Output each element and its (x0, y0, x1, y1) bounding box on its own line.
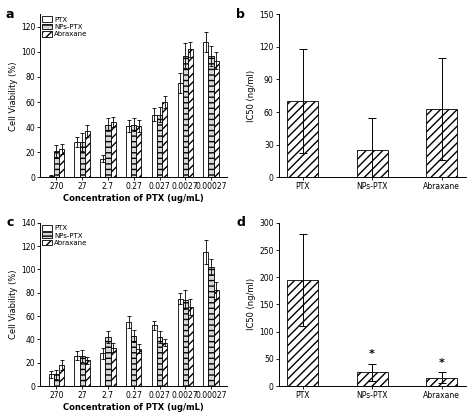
Bar (126, 322, 131, 386)
Bar (152, 115, 157, 177)
Bar (85, 131, 90, 177)
Bar (203, 42, 209, 177)
Y-axis label: Cell Viability (%): Cell Viability (%) (9, 61, 18, 131)
Legend: PTX, NPs-PTX, Abraxane: PTX, NPs-PTX, Abraxane (42, 224, 88, 247)
Text: c: c (7, 216, 14, 229)
Bar (209, 267, 214, 386)
Text: b: b (236, 8, 245, 21)
Bar (100, 159, 105, 177)
Bar (287, 280, 319, 386)
Legend: PTX, NPs-PTX, Abraxane: PTX, NPs-PTX, Abraxane (42, 16, 88, 38)
Bar (209, 55, 214, 177)
Bar (59, 149, 64, 177)
Bar (110, 348, 116, 386)
Bar (157, 337, 162, 386)
Bar (54, 374, 59, 386)
Bar (203, 252, 209, 386)
Bar (80, 142, 85, 177)
Bar (110, 122, 116, 177)
Bar (74, 142, 80, 177)
Bar (356, 373, 388, 386)
Bar (426, 378, 457, 386)
Bar (59, 365, 64, 386)
Bar (100, 353, 105, 386)
Bar (214, 291, 219, 386)
Bar (131, 336, 137, 386)
X-axis label: Concentration of PTX (ug/mL): Concentration of PTX (ug/mL) (64, 194, 204, 203)
Text: *: * (369, 349, 375, 360)
Bar (49, 374, 54, 386)
Bar (137, 349, 141, 386)
Bar (105, 125, 110, 177)
Y-axis label: IC50 (ng/ml): IC50 (ng/ml) (247, 70, 256, 122)
Y-axis label: IC50 (ng/ml): IC50 (ng/ml) (247, 278, 256, 331)
Bar (162, 102, 167, 177)
Bar (80, 356, 85, 386)
Bar (214, 60, 219, 177)
X-axis label: Concentration of PTX (ug/mL): Concentration of PTX (ug/mL) (64, 403, 204, 412)
Bar (126, 126, 131, 177)
Text: *: * (438, 357, 445, 368)
Bar (152, 326, 157, 386)
Text: d: d (236, 216, 245, 229)
Bar (178, 299, 182, 386)
Y-axis label: Cell Viability (%): Cell Viability (%) (9, 270, 18, 339)
Bar (137, 126, 141, 177)
Bar (131, 125, 137, 177)
Bar (356, 150, 388, 177)
Bar (182, 55, 188, 177)
Bar (162, 343, 167, 386)
Bar (188, 307, 193, 386)
Bar (157, 115, 162, 177)
Bar (74, 356, 80, 386)
Bar (178, 83, 182, 177)
Bar (54, 151, 59, 177)
Bar (426, 109, 457, 177)
Bar (105, 337, 110, 386)
Bar (49, 176, 54, 177)
Bar (188, 50, 193, 177)
Bar (182, 300, 188, 386)
Bar (287, 101, 319, 177)
Text: a: a (6, 8, 14, 21)
Bar (85, 360, 90, 386)
